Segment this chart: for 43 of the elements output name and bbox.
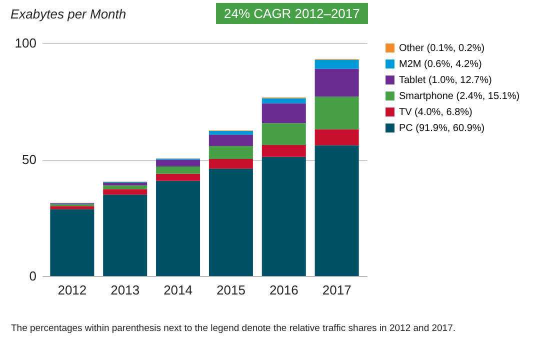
bar <box>208 159 253 169</box>
bar <box>208 130 253 135</box>
y-tick-label: 50 <box>22 152 36 167</box>
bar <box>50 209 94 276</box>
y-tick-label: 0 <box>29 268 36 284</box>
legend-label: Smartphone (2.4%, 15.1%) <box>399 91 520 102</box>
bar <box>262 103 306 124</box>
x-tick-label: 2015 <box>216 282 246 298</box>
bar <box>262 156 306 276</box>
legend-label: Other (0.1%, 0.2%) <box>399 43 485 54</box>
x-tick-label: 2017 <box>322 282 352 298</box>
bar <box>208 134 253 146</box>
legend-label: TV (4.0%, 6.8%) <box>399 107 472 118</box>
bar <box>314 129 359 146</box>
text: 24% CAGR 2012–2017 <box>216 3 368 24</box>
bar <box>103 185 148 190</box>
bar <box>50 206 94 210</box>
bar <box>103 194 148 276</box>
x-tick-label: 2014 <box>164 282 192 298</box>
bar <box>156 160 200 166</box>
bar <box>314 68 359 97</box>
x-tick-label: 2012 <box>58 282 87 298</box>
legend-label: M2M (0.6%, 4.2%) <box>399 59 482 70</box>
legend-label: PC (91.9%, 60.9%) <box>399 123 485 134</box>
y-tick-label: 100 <box>14 36 36 50</box>
bar <box>208 168 253 276</box>
bar <box>156 174 200 181</box>
bar <box>314 60 359 69</box>
bar <box>156 166 200 174</box>
x-tick-label: 2016 <box>269 282 298 298</box>
text: The percentages within parenthesis next to the legend denote the relative traffic shares in 2012 and 2017. <box>11 323 456 334</box>
bar <box>103 189 148 195</box>
legend-label: Tablet (1.0%, 12.7%) <box>399 75 492 86</box>
bar <box>262 123 306 146</box>
bar <box>262 98 306 104</box>
bar <box>262 145 306 157</box>
bar <box>208 146 253 160</box>
x-tick-label: 2013 <box>110 282 140 298</box>
bar <box>156 180 200 276</box>
bar <box>314 96 359 130</box>
bar <box>103 182 148 186</box>
bar <box>314 145 359 276</box>
y-axis-title: Exabytes per Month <box>10 6 126 22</box>
